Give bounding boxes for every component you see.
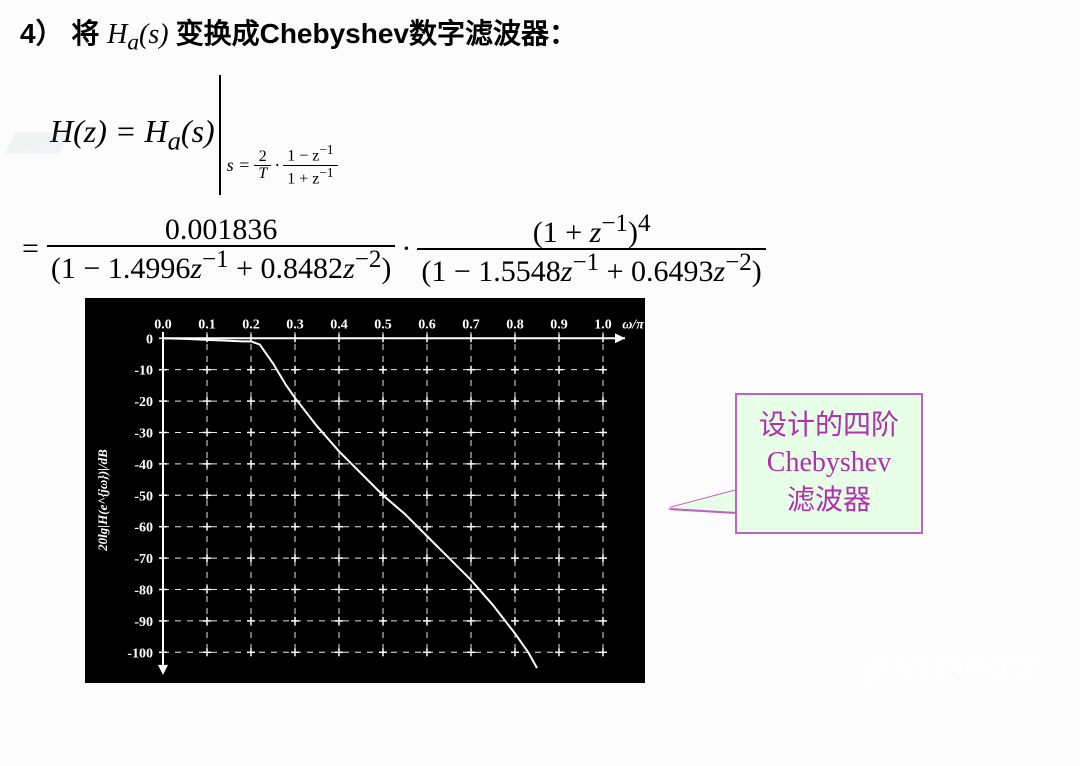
title-mid: 变换成: [176, 18, 260, 49]
frac2-den: 1 + z−1: [283, 165, 337, 188]
svg-text:0.2: 0.2: [242, 317, 260, 332]
fracB-num-e: −1: [601, 210, 628, 237]
fracA-den-e1: −1: [202, 246, 229, 273]
sub-dot: ·: [274, 155, 280, 176]
fracB-num-post: ): [628, 216, 638, 249]
svg-text:0.9: 0.9: [550, 317, 568, 332]
eq2-fraction-b: (1 + z−1)4 (1 − 1.5548z−1 + 0.6493z−2): [417, 211, 765, 288]
svg-text:0.4: 0.4: [330, 317, 348, 332]
sub-s-eq: s =: [227, 155, 251, 176]
svg-text:0.7: 0.7: [462, 317, 480, 332]
svg-text:ω/π: ω/π: [622, 317, 644, 332]
fracB-den-e1: −1: [572, 249, 599, 276]
svg-text:0.8: 0.8: [506, 317, 524, 332]
frac-2-over-T: 2 T: [254, 149, 271, 184]
svg-text:-40: -40: [134, 457, 153, 472]
title-prefix: 将: [71, 18, 107, 49]
lower-row: 0 -10 -20 -30 -40 -50 -60 -70 -80 -90 -100 0.0 0.1 0.…: [20, 298, 1060, 688]
callout-wrap: 设计的四阶 Chebyshev 滤波器: [735, 393, 923, 534]
eq1-lhs: H(z) = Ha(s): [50, 113, 215, 156]
equation-line-2: = 0.001836 (1 − 1.4996z−1 + 0.8482z−2) ·…: [22, 211, 1060, 288]
fracB-den: (1 − 1.5548z−1 + 0.6493z−2): [417, 248, 765, 288]
frac2-den-txt: 1 + z: [287, 171, 319, 188]
svg-text:-70: -70: [134, 552, 153, 567]
fracB-num-z: z: [590, 216, 602, 249]
fracA-den-z2: z: [343, 252, 355, 285]
frac2-num: 1 − z−1: [283, 143, 337, 165]
svg-text:0.1: 0.1: [198, 317, 216, 332]
fracB-den-mid: + 0.6493: [599, 255, 713, 288]
section-title: 4） 将 Ha(s) 变换成Chebyshev数字滤波器：: [20, 12, 1060, 57]
fracA-num: 0.001836: [161, 214, 282, 246]
svg-text:-80: -80: [134, 583, 153, 598]
title-cheby: Chebyshev: [260, 18, 409, 49]
svg-text:0.0: 0.0: [154, 317, 172, 332]
bg-accent: [5, 132, 70, 154]
fracA-den-mid: + 0.8482: [229, 252, 343, 285]
svg-text:-50: -50: [134, 489, 153, 504]
svg-text:1.0: 1.0: [594, 317, 612, 332]
fracB-den-post: ): [752, 255, 762, 288]
fracB-den-e2: −2: [725, 249, 752, 276]
frac2-num-exp: −1: [319, 142, 333, 157]
chart-wrap: 0 -10 -20 -30 -40 -50 -60 -70 -80 -90 -100 0.0 0.1 0.…: [85, 298, 645, 688]
page-root: 4） 将 Ha(s) 变换成Chebyshev数字滤波器： H(z) = Ha(…: [20, 12, 1060, 754]
eq2-fraction-a: 0.001836 (1 − 1.4996z−1 + 0.8482z−2): [47, 214, 395, 285]
callout-line1: 设计的四阶: [759, 407, 899, 445]
eq1-lhs-arg: (s): [181, 113, 215, 149]
frac1-den: T: [254, 165, 271, 183]
fracB-num-pre: (1 +: [533, 216, 590, 249]
ha-H: H: [107, 19, 127, 50]
svg-text:0.5: 0.5: [374, 317, 392, 332]
eq1-lhs-sub: a: [168, 125, 181, 155]
svg-text:-10: -10: [134, 363, 153, 378]
eq2-dot: ·: [401, 232, 411, 266]
title-suffix: 数字滤波器：: [409, 18, 577, 49]
svg-text:-90: -90: [134, 614, 153, 629]
svg-text:-20: -20: [134, 395, 153, 410]
equation-line-1: H(z) = Ha(s) s = 2 T · 1 − z−1 1 + z−1: [50, 75, 1060, 195]
frac1-num: 2: [255, 149, 271, 166]
eq1-lhs-main: H(z) = H: [50, 113, 168, 149]
ha-sub: a: [127, 30, 139, 56]
frac2-den-exp: −1: [319, 165, 333, 180]
ha-arg: (s): [139, 19, 169, 50]
fracB-den-pre: (1 − 1.5548: [421, 255, 560, 288]
substitution-condition: s = 2 T · 1 − z−1 1 + z−1: [227, 143, 338, 188]
fracB-den-z1: z: [561, 255, 573, 288]
svg-text:-30: -30: [134, 426, 153, 441]
fracA-den-pre: (1 − 1.4996: [51, 252, 190, 285]
svg-text:20lg|H(e^{jω})|/dB: 20lg|H(e^{jω})|/dB: [95, 448, 110, 551]
ha-of-s: Ha(s): [107, 19, 175, 50]
svg-text:0.3: 0.3: [286, 317, 304, 332]
callout-line3: 滤波器: [759, 482, 899, 520]
svg-text:-60: -60: [134, 520, 153, 535]
frac-bilinear: 1 − z−1 1 + z−1: [283, 143, 337, 188]
evaluation-bar: [219, 75, 221, 195]
fracB-num: (1 + z−1)4: [529, 211, 655, 249]
eq2-equals: =: [22, 232, 39, 266]
svg-text:0: 0: [146, 332, 153, 347]
step-label: 4）: [20, 18, 64, 49]
svg-text:-100: -100: [127, 646, 153, 661]
callout-line2: Chebyshev: [759, 444, 899, 482]
magnitude-response-chart: 0 -10 -20 -30 -40 -50 -60 -70 -80 -90 -100 0.0 0.1 0.…: [85, 298, 645, 683]
fracA-den-z1: z: [190, 252, 202, 285]
fracA-den-e2: −2: [355, 246, 382, 273]
fracA-den: (1 − 1.4996z−1 + 0.8482z−2): [47, 245, 395, 285]
svg-text:0.6: 0.6: [418, 317, 436, 332]
fracA-den-post: ): [381, 252, 391, 285]
callout-box: 设计的四阶 Chebyshev 滤波器: [735, 393, 923, 534]
frac2-num-txt: 1 − z: [287, 148, 319, 165]
fracB-den-z2: z: [714, 255, 726, 288]
callout-tail: [669, 490, 737, 512]
fracB-num-outer-exp: 4: [638, 210, 651, 237]
